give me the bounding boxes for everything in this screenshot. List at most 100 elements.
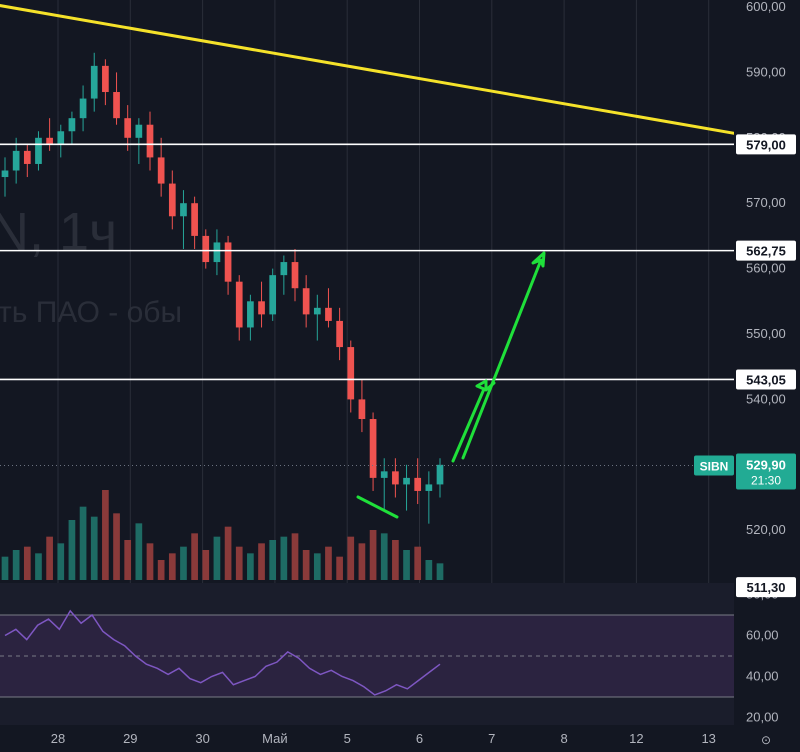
volume-bar xyxy=(79,506,87,580)
rsi-pane xyxy=(0,583,800,725)
volume-bar xyxy=(146,543,154,580)
candle-body xyxy=(358,399,366,420)
time-tick-label: 12 xyxy=(629,731,643,746)
candle-body xyxy=(224,242,232,282)
candle-body xyxy=(291,262,299,289)
volume-bar xyxy=(336,556,343,580)
candle-body xyxy=(380,471,388,478)
candle-body xyxy=(124,118,132,138)
volume-bar xyxy=(57,543,65,580)
time-tick-label: 6 xyxy=(416,731,423,746)
level-tag-label: 543,05 xyxy=(746,372,786,387)
candle-body xyxy=(280,262,288,276)
candle-body xyxy=(23,150,31,164)
volume-bar xyxy=(46,536,53,580)
volume-bar xyxy=(1,556,9,580)
green-divergence-price xyxy=(356,495,399,519)
price-tick-label: 540,00 xyxy=(746,391,786,406)
candle-body xyxy=(168,183,176,217)
time-tick-label: 28 xyxy=(51,731,65,746)
candle-body xyxy=(336,320,343,348)
volume-bar xyxy=(113,513,120,580)
last-price-tag xyxy=(736,453,796,490)
rsi-line xyxy=(4,609,441,696)
volume-bar xyxy=(12,550,20,580)
symbol-tag-label: SIBN xyxy=(700,459,729,473)
time-tick-label: 5 xyxy=(344,731,351,746)
candle-body xyxy=(313,307,321,315)
candle-body xyxy=(258,301,265,315)
price-tick-label: 600,00 xyxy=(746,0,786,14)
volume-bar xyxy=(124,540,132,580)
time-tick-label: 7 xyxy=(488,731,495,746)
candle-body xyxy=(235,281,243,328)
volume-bar xyxy=(157,560,165,580)
level-tag-label: 562,75 xyxy=(746,244,786,259)
candle-body xyxy=(425,484,433,491)
time-axis-bg xyxy=(0,725,800,752)
volume-bar xyxy=(280,536,288,580)
volume-bar xyxy=(168,553,176,580)
price-tick-label: 590,00 xyxy=(746,64,786,79)
volume-bar xyxy=(392,540,399,580)
candle-body xyxy=(35,137,42,164)
candle-body xyxy=(102,65,109,93)
candle-body xyxy=(347,347,355,400)
horizontal-levels[interactable] xyxy=(0,143,734,466)
candle-body xyxy=(403,477,410,485)
volume-bar xyxy=(191,533,198,580)
volume-bar xyxy=(202,550,210,580)
level-tag xyxy=(736,369,796,390)
volume-bar xyxy=(380,533,388,580)
green-arrow-1 xyxy=(451,379,496,463)
candle-body xyxy=(46,137,53,145)
time-tick-label: 8 xyxy=(560,731,567,746)
candlestick-series xyxy=(1,52,444,524)
volume-bar xyxy=(224,526,232,580)
time-tick-label: Май xyxy=(262,731,287,746)
green-arrow-2 xyxy=(461,251,546,460)
candle-body xyxy=(180,203,187,217)
volume-bar xyxy=(102,490,109,580)
candle-body xyxy=(213,242,221,263)
candle-body xyxy=(392,471,399,485)
volume-bar xyxy=(302,550,310,580)
rsi-tick-label: 40,00 xyxy=(746,669,779,684)
time-tick-label: 30 xyxy=(195,731,209,746)
candle-body xyxy=(157,157,165,184)
candle-body xyxy=(12,150,20,171)
volume-bar xyxy=(403,550,410,580)
candle-body xyxy=(146,124,154,158)
price-tick-label: 560,00 xyxy=(746,261,786,276)
level-tag xyxy=(736,240,796,261)
candle-body xyxy=(247,301,254,328)
volume-bar xyxy=(180,546,187,580)
volume-bar xyxy=(369,530,377,580)
watermark: N, 1ч ть ПАО - обы xyxy=(0,202,182,329)
time-tick-label: 29 xyxy=(123,731,137,746)
watermark-ticker: N, 1ч xyxy=(0,202,117,262)
candle-body xyxy=(302,288,310,315)
symbol-tag xyxy=(694,455,734,476)
candle-body xyxy=(269,275,277,315)
volume-bar xyxy=(35,553,42,580)
candle-body xyxy=(369,419,377,478)
volume-bar xyxy=(247,553,254,580)
yellow-trendline[interactable] xyxy=(0,3,746,137)
candle-body xyxy=(1,170,9,178)
candle-body xyxy=(90,65,98,99)
candle-body xyxy=(414,477,422,491)
time-axis[interactable]: 28 29 30 Май 5 6 7 8 12 13 ⊙ xyxy=(0,725,800,752)
volume-bar xyxy=(347,536,355,580)
price-tick-label: 520,00 xyxy=(746,522,786,537)
time-tick-label: 13 xyxy=(701,731,715,746)
volume-bar xyxy=(135,523,143,580)
level-tag xyxy=(736,134,796,155)
volume-bar xyxy=(68,520,76,580)
candle-body xyxy=(79,98,87,119)
volume-bar xyxy=(325,546,332,580)
volume-bar xyxy=(425,560,433,580)
candle-body xyxy=(202,235,210,263)
